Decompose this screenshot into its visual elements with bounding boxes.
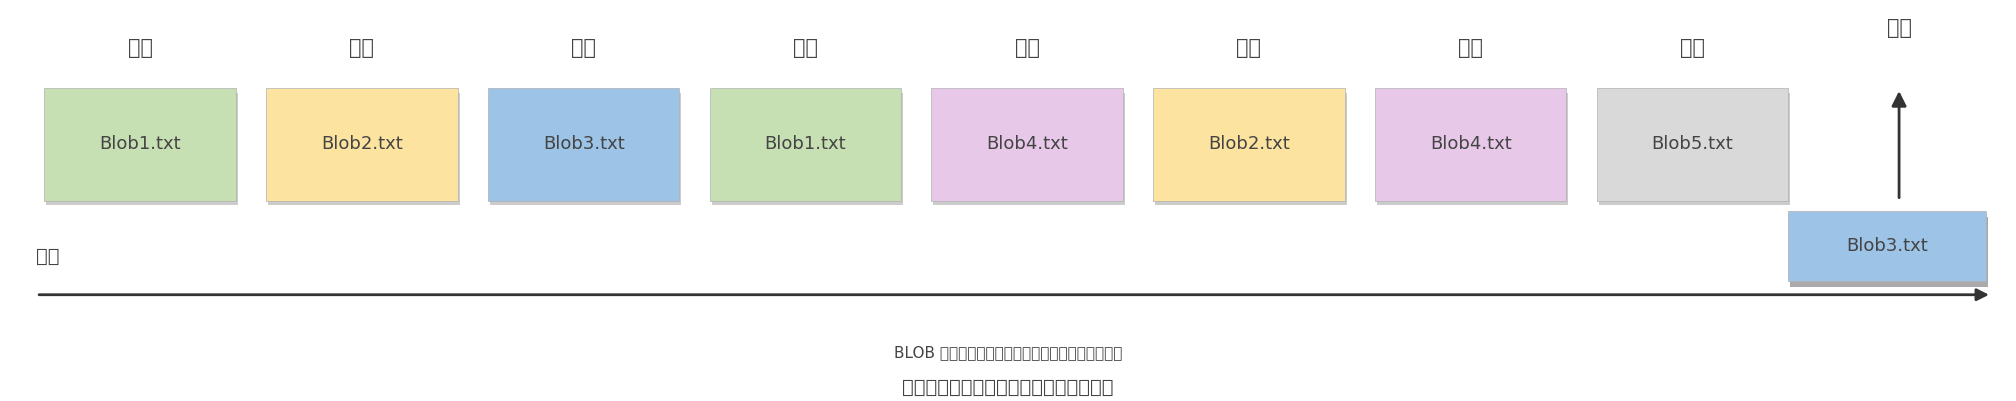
FancyBboxPatch shape [46, 93, 238, 205]
FancyBboxPatch shape [1155, 93, 1347, 205]
FancyBboxPatch shape [710, 88, 901, 200]
Text: Blob1.txt: Blob1.txt [764, 136, 847, 153]
FancyBboxPatch shape [712, 93, 903, 205]
FancyBboxPatch shape [931, 88, 1123, 200]
FancyBboxPatch shape [1377, 93, 1568, 205]
Text: BLOB 操作が成功するたびに、不変の変更イベント: BLOB 操作が成功するたびに、不変の変更イベント [893, 345, 1123, 360]
FancyBboxPatch shape [488, 88, 679, 200]
FancyBboxPatch shape [44, 88, 236, 200]
Text: Blob4.txt: Blob4.txt [986, 136, 1068, 153]
Text: Blob1.txt: Blob1.txt [99, 136, 181, 153]
Text: 更新: 更新 [1887, 18, 1911, 38]
FancyBboxPatch shape [1788, 211, 1986, 281]
FancyBboxPatch shape [1153, 88, 1345, 200]
Text: 更新: 更新 [1458, 38, 1484, 58]
Text: Blob2.txt: Blob2.txt [321, 136, 403, 153]
Text: Blob2.txt: Blob2.txt [1208, 136, 1290, 153]
Text: 時刻: 時刻 [36, 247, 60, 266]
Text: 作成: 作成 [571, 38, 597, 58]
FancyBboxPatch shape [933, 93, 1125, 205]
Text: Blob3.txt: Blob3.txt [542, 136, 625, 153]
Text: Blob5.txt: Blob5.txt [1651, 136, 1734, 153]
FancyBboxPatch shape [1375, 88, 1566, 200]
FancyBboxPatch shape [1790, 217, 1988, 287]
Text: Blob3.txt: Blob3.txt [1847, 237, 1927, 255]
Text: レコードが変更フィードに追加されます: レコードが変更フィードに追加されます [903, 377, 1113, 397]
Text: 作成: 作成 [1679, 38, 1706, 58]
FancyBboxPatch shape [490, 93, 681, 205]
Text: 作成: 作成 [349, 38, 375, 58]
FancyBboxPatch shape [1599, 93, 1790, 205]
Text: 作成: 作成 [1014, 38, 1040, 58]
FancyBboxPatch shape [268, 93, 460, 205]
Text: 更新: 更新 [127, 38, 153, 58]
Text: Blob4.txt: Blob4.txt [1429, 136, 1512, 153]
FancyBboxPatch shape [266, 88, 458, 200]
Text: 更新: 更新 [1236, 38, 1262, 58]
FancyBboxPatch shape [1597, 88, 1788, 200]
Text: 削除: 削除 [792, 38, 818, 58]
